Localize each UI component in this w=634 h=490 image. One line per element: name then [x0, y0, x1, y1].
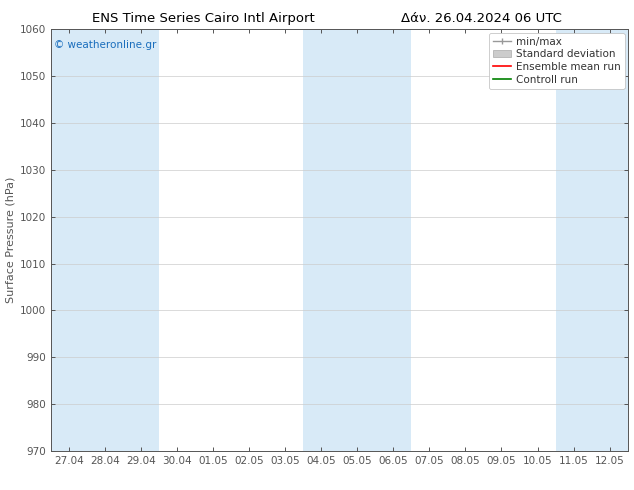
Text: Δάν. 26.04.2024 06 UTC: Δάν. 26.04.2024 06 UTC: [401, 12, 562, 25]
Bar: [87, 29, 159, 451]
Text: © weatheronline.gr: © weatheronline.gr: [54, 40, 156, 50]
Bar: [51, 29, 87, 451]
Y-axis label: Surface Pressure (hPa): Surface Pressure (hPa): [6, 177, 15, 303]
Bar: [555, 29, 628, 451]
Bar: [303, 29, 411, 451]
Text: ENS Time Series Cairo Intl Airport: ENS Time Series Cairo Intl Airport: [91, 12, 314, 25]
Legend: min/max, Standard deviation, Ensemble mean run, Controll run: min/max, Standard deviation, Ensemble me…: [489, 32, 624, 89]
